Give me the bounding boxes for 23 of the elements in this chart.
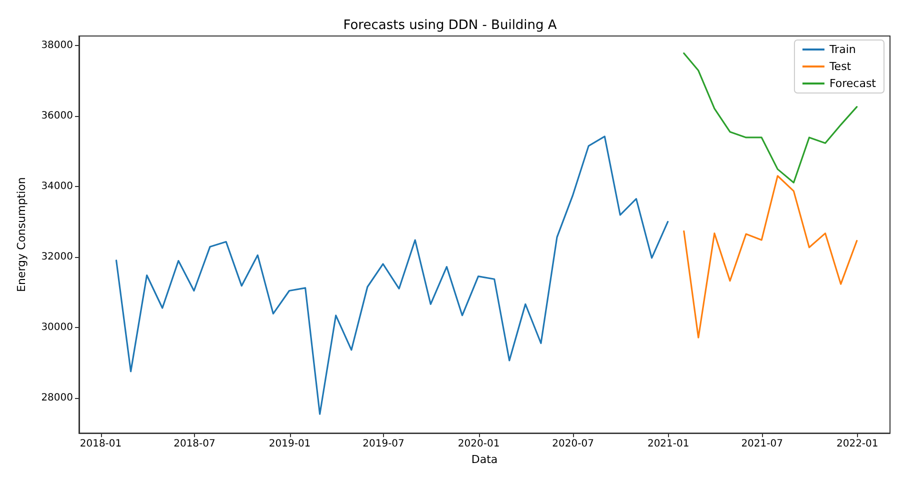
x-tick-label: 2019-01 <box>268 438 311 450</box>
x-tick-label: 2021-07 <box>741 438 783 450</box>
chart-title: Forecasts using DDN - Building A <box>343 18 557 33</box>
x-tick-label: 2020-01 <box>458 438 500 450</box>
y-tick-label: 28000 <box>41 392 73 404</box>
line-series <box>683 175 858 338</box>
legend-label: Train <box>828 43 856 56</box>
x-tick-label: 2021-01 <box>647 438 690 450</box>
x-axis-title: Data <box>471 453 498 466</box>
y-tick-label: 30000 <box>41 322 73 333</box>
y-tick-label: 36000 <box>41 110 73 122</box>
legend-label: Forecast <box>829 77 877 90</box>
x-tick-label: 2018-01 <box>80 438 122 450</box>
x-tick-label: 2022-01 <box>836 438 878 450</box>
line-series <box>115 136 669 415</box>
x-tick-label: 2020-07 <box>552 438 594 450</box>
y-tick-label: 32000 <box>41 251 73 262</box>
y-tick-label: 34000 <box>41 180 73 192</box>
y-tick-label: 38000 <box>41 40 73 52</box>
x-tick-label: 2018-07 <box>174 438 216 450</box>
x-tick-label: 2019-07 <box>362 438 404 450</box>
y-axis-title: Energy Consumption <box>15 177 28 292</box>
legend-label: Test <box>828 60 852 73</box>
